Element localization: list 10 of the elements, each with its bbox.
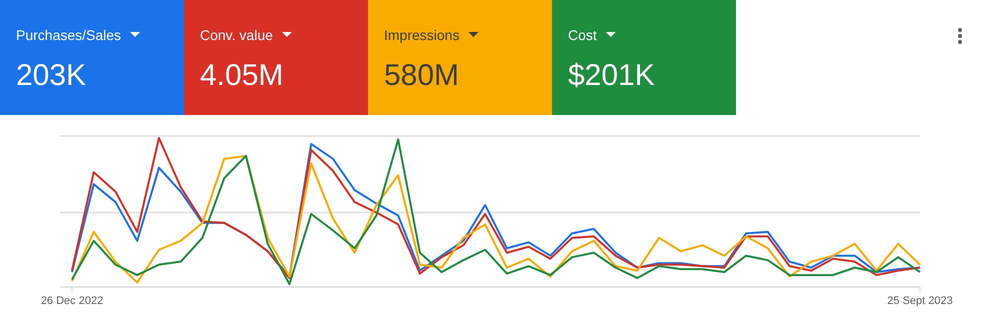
text: 4.05M bbox=[200, 59, 284, 92]
x-tick-label: 26 Dec 2022 bbox=[40, 294, 104, 307]
text: $201K bbox=[568, 59, 655, 92]
text: 203K bbox=[16, 59, 86, 92]
text: Impressions bbox=[384, 27, 460, 43]
text: Conv. value bbox=[200, 27, 274, 43]
text: 580M bbox=[384, 59, 460, 92]
x-tick-label: 25 Sept 2023 bbox=[887, 294, 953, 307]
text: Cost bbox=[568, 27, 597, 43]
text: Purchases/Sales bbox=[16, 27, 122, 43]
